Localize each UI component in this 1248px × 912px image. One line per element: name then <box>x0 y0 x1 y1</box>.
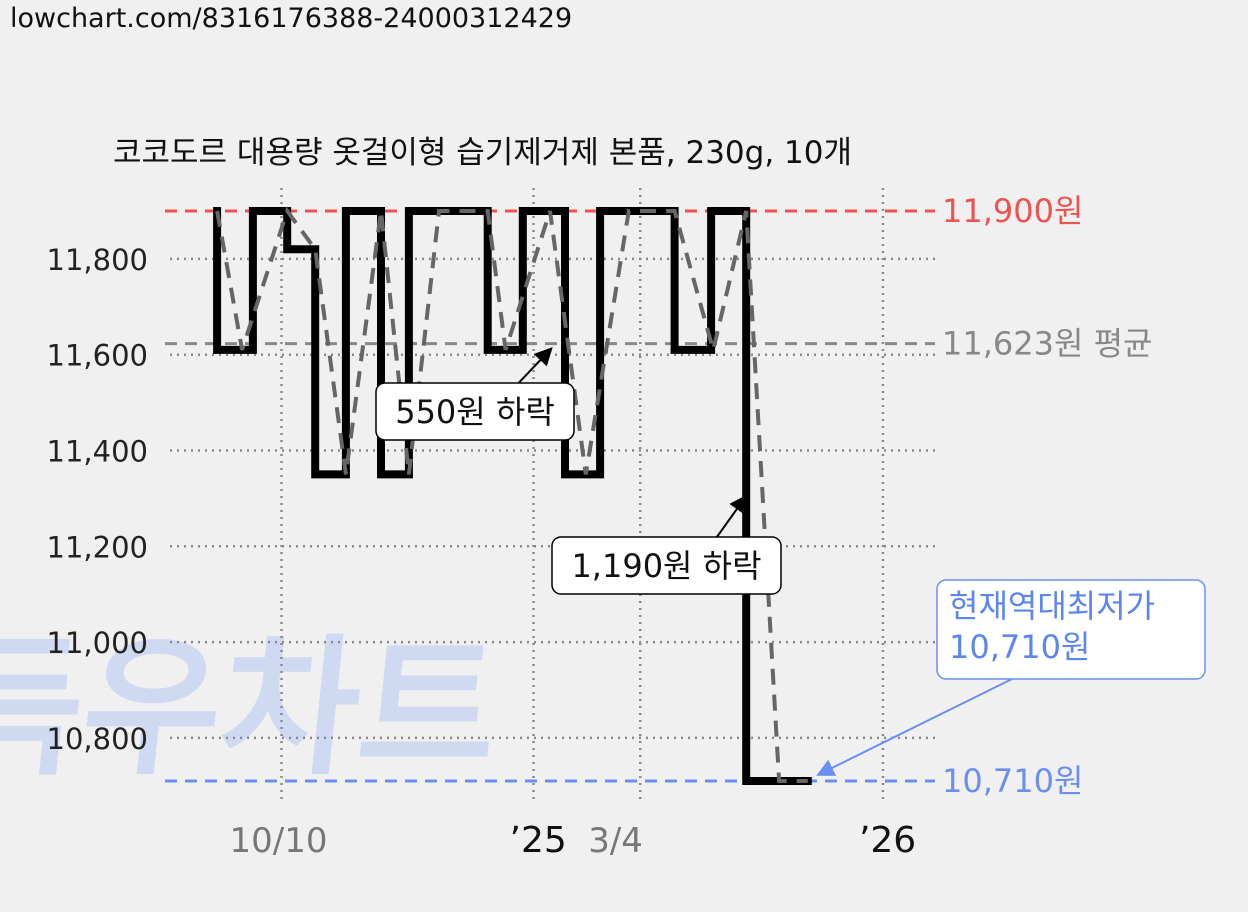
annotation-arrow <box>517 347 553 384</box>
reference-label-avg: 11,623원 평균 <box>942 325 1152 363</box>
watermark-logo: 득우차트 <box>0 621 507 796</box>
y-tick-label: 11,400 <box>47 434 148 468</box>
annotation-box <box>375 382 575 441</box>
annotation-text: 550원 하락 <box>395 393 555 431</box>
grid-lines <box>170 188 935 800</box>
y-tick-label: 11,200 <box>47 530 148 564</box>
reference-lines: 11,900원 11,623원 평균 10,710원 <box>165 192 1152 800</box>
y-tick-label: 11,600 <box>47 339 148 373</box>
x-tick-label: 10/10 <box>230 821 328 861</box>
annotation-arrow <box>716 494 748 538</box>
annotation-text: 1,190원 하락 <box>571 547 761 585</box>
x-tick-label: 3/4 <box>588 821 643 861</box>
x-axis: 10/10 ’25 3/4 ’26 <box>230 820 917 861</box>
y-axis: 10,800 11,000 11,200 11,400 11,600 11,800 <box>47 243 148 756</box>
y-tick-label: 11,000 <box>47 626 148 660</box>
low-callout-line1: 현재역대최저가 <box>949 587 1155 625</box>
chart-title: 코코도르 대용량 옷걸이형 습기제거제 본품, 230g, 10개 <box>113 135 852 171</box>
reference-label-max: 11,900원 <box>942 192 1083 230</box>
low-callout-box <box>936 579 1206 680</box>
low-callout-arrow <box>816 678 1013 776</box>
y-tick-label: 10,800 <box>47 722 148 756</box>
y-tick-label: 11,800 <box>47 243 148 277</box>
page-url: lowchart.com/8316176388-24000312429 <box>10 3 572 34</box>
low-callout-line2: 10,710원 <box>949 628 1090 666</box>
price-trend-line <box>215 206 808 783</box>
reference-label-min: 10,710원 <box>942 762 1083 800</box>
annotation-box <box>551 536 782 595</box>
price-series <box>213 206 812 785</box>
x-tick-label: ’26 <box>859 820 916 861</box>
x-tick-label: ’25 <box>510 820 567 861</box>
